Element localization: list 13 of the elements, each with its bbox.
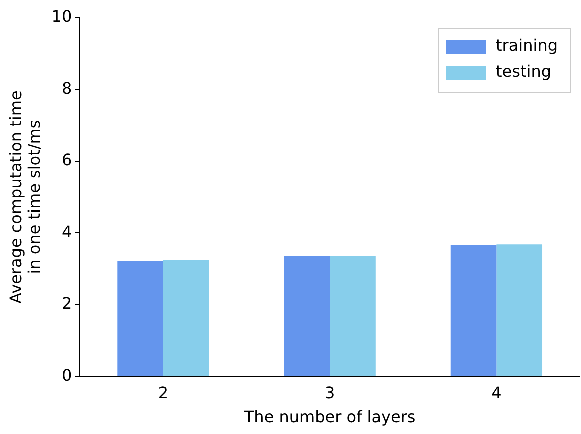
x-tick-label: 3 [324,383,336,402]
y-tick-label: 4 [62,222,72,242]
legend-label: training [496,36,558,56]
y-tick-label: 10 [52,7,72,26]
y-tick-label: 8 [62,78,72,98]
x-tick-label: 4 [492,383,502,402]
y-axis-title: Average computation time in one time slot/ms [6,90,44,304]
x-tick-label: 2 [158,383,169,402]
x-axis-title: The number of layers [243,408,416,427]
y-tick-label: 2 [62,294,72,314]
y-tick-label: 6 [62,150,72,170]
legend-label: testing [496,62,552,82]
y-tick-label: 0 [62,366,72,385]
